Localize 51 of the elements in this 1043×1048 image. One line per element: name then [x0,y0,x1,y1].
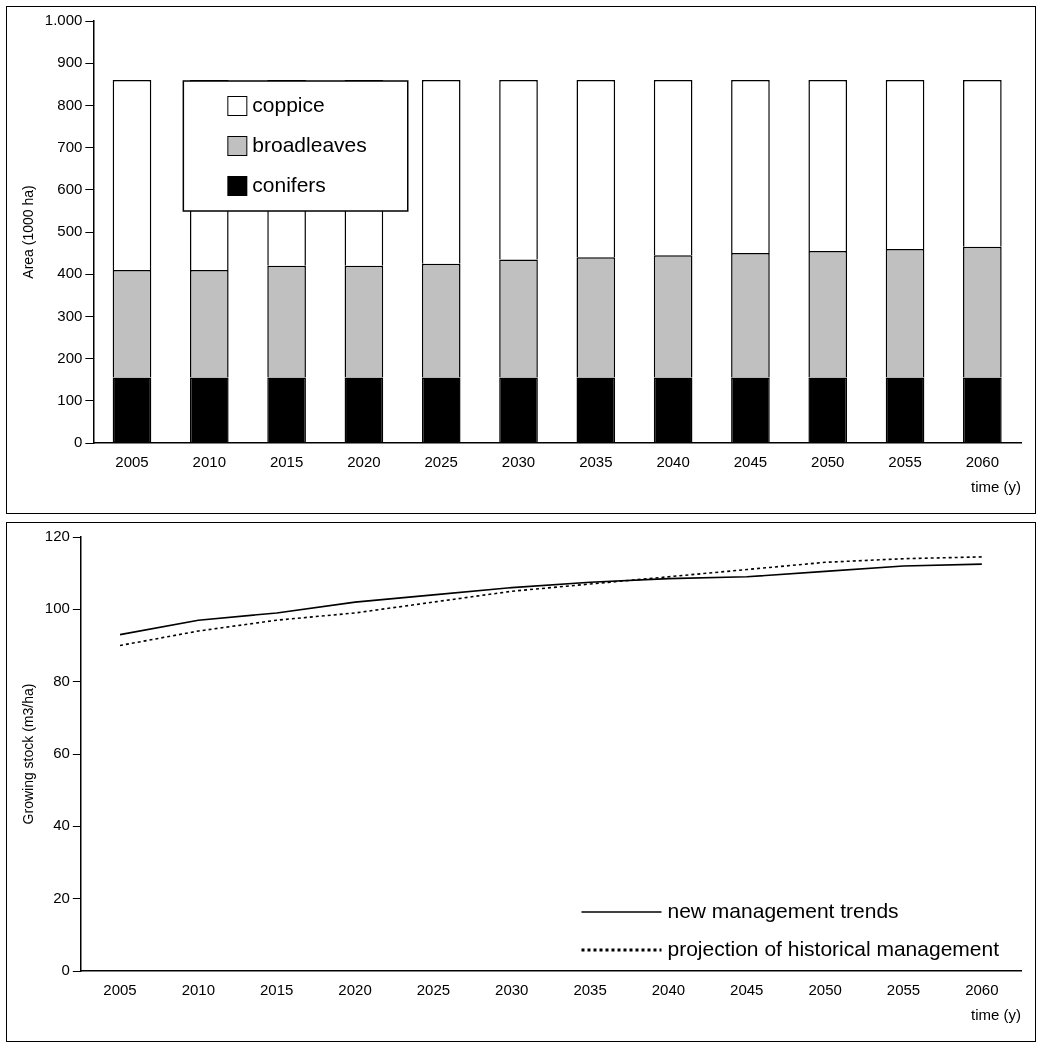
y-tick-label: 20 [53,888,70,906]
legend-label: conifers [252,172,326,196]
y-tick-label: 700 [57,137,83,155]
x-axis-title: time (y) [971,478,1021,496]
x-tick-label: 2010 [181,981,216,999]
x-tick-label: 2035 [573,981,607,999]
x-tick-label: 2025 [424,453,458,471]
x-tick-label: 2025 [416,981,451,999]
x-tick-label: 2060 [965,453,1000,471]
y-tick-label: 400 [57,264,83,282]
y-tick-label: 100 [57,390,83,408]
x-tick-label: 2020 [347,453,381,471]
x-tick-label: 2030 [495,981,529,999]
x-tick-label: 2050 [811,453,845,471]
x-tick-label: 2005 [115,453,149,471]
y-tick-label: 900 [57,53,83,71]
y-tick-label: 500 [57,222,83,240]
y-tick-label: 1.000 [44,11,83,29]
x-tick-label: 2015 [269,453,304,471]
x-tick-label: 2040 [656,453,690,471]
x-tick-label: 2055 [888,453,922,471]
x-tick-label: 2035 [579,453,613,471]
y-tick-label: 120 [44,527,70,545]
x-axis-title: time (y) [971,1006,1021,1024]
x-tick-label: 2005 [103,981,137,999]
x-tick-label: 2010 [192,453,226,471]
y-tick-label: 80 [53,671,70,689]
y-tick-label: 0 [73,433,83,451]
y-tick-label: 60 [53,744,70,762]
y-axis-title: Area (1000 ha) [20,185,37,279]
x-tick-label: 2020 [338,981,372,999]
legend-label: new management trends [667,898,899,922]
x-tick-label: 2030 [501,453,536,471]
x-tick-label: 2060 [965,981,999,999]
y-tick-label: 40 [53,816,70,834]
legend-label: broadleaves [252,132,367,156]
y-tick-label: 800 [57,95,83,113]
x-tick-label: 2015 [260,981,294,999]
x-tick-label: 2055 [886,981,921,999]
legend-label: coppice [252,92,325,116]
x-tick-label: 2050 [808,981,842,999]
y-axis-title: Growing stock (m3/ha) [20,683,37,825]
x-tick-label: 2045 [730,981,764,999]
y-tick-label: 600 [57,179,83,197]
y-tick-label: 200 [57,348,83,366]
legend-label: projection of historical management [667,936,1000,960]
y-tick-label: 300 [57,306,83,324]
x-tick-label: 2045 [733,453,768,471]
x-tick-label: 2040 [651,981,686,999]
y-tick-label: 100 [44,599,70,617]
y-tick-label: 0 [61,961,70,979]
